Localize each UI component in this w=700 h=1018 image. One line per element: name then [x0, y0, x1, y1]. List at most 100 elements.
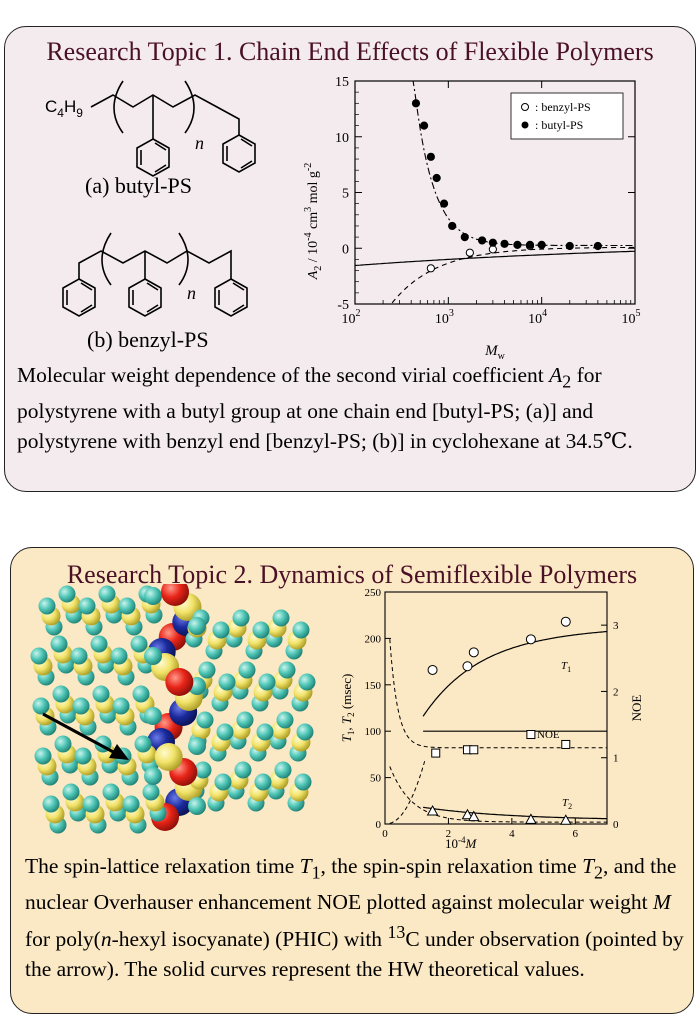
hydrogen-atom: [214, 773, 232, 791]
hydrogen-atom: [42, 795, 60, 813]
hydrogen-atom: [110, 647, 128, 665]
hydrogen-atom: [78, 597, 96, 615]
chart2-y-tick-label: 100: [365, 726, 382, 738]
hydrogen-atom: [74, 747, 92, 765]
benzyl-ps-point: [426, 264, 435, 273]
benzyl-ps-point: [488, 245, 497, 254]
hydrogen-atom: [34, 747, 52, 765]
benzyl-ps-label: (b) benzyl-PS: [87, 327, 209, 352]
hydrogen-atom: [232, 609, 250, 627]
hydrogen-atom: [142, 783, 160, 801]
hydrogen-atom: [92, 685, 110, 703]
legend-benzyl-label: : benzyl-PS: [535, 100, 591, 114]
butyl-ps-point: [426, 152, 435, 161]
chart2-y-tick-label: 250: [365, 587, 382, 599]
curve-label-t2: T2: [562, 797, 572, 811]
chart2-plot-area: [384, 591, 608, 825]
hydrogen-atom: [144, 707, 162, 725]
hydrogen-atom: [62, 783, 80, 801]
topic-2-caption: The spin-lattice relaxation time T1, the…: [25, 854, 684, 982]
t2-point: [525, 813, 537, 824]
butyl-ps-point: [420, 121, 429, 130]
hydrogen-atom: [298, 673, 316, 691]
chart2-y-tick-label: 0: [376, 819, 382, 831]
chart2-noe-dashed: [389, 639, 607, 749]
chart1-x-tick-label: 104: [528, 308, 547, 327]
relaxation-vs-m-chart: 0 2 4 6 0 50 100 150 200 250 0 1 2 3 T1, T2 (msec) NO…: [339, 587, 644, 851]
t2-point: [559, 814, 572, 825]
hydrogen-atom: [198, 661, 216, 679]
oxygen-atom: [165, 668, 194, 696]
butyl-ps-point: [500, 239, 509, 248]
noe-point: [431, 748, 441, 758]
hydrogen-atom: [82, 795, 100, 813]
chart2-y2-tick-label: 0: [613, 819, 619, 831]
chart1-y-tick-label: 5: [342, 187, 349, 202]
hydrogen-atom: [236, 711, 254, 729]
butyl-ps-point: [460, 233, 469, 242]
hydrogen-atom: [188, 737, 206, 755]
hydrogen-atom: [258, 673, 276, 691]
hydrogen-atom: [112, 697, 130, 715]
hydrogen-atom: [58, 585, 76, 603]
chart2-y2-tick-label: 2: [613, 686, 619, 698]
butyl-ps-point: [432, 173, 441, 183]
t1-point: [462, 661, 473, 672]
chart1-y-tick-label: 15: [335, 75, 349, 90]
oxygen-atom: [161, 584, 189, 606]
noe-point: [469, 745, 479, 755]
topic-1-caption: Molecular weight dependence of the secon…: [17, 363, 633, 454]
benzyl-ps-structure: n: [62, 232, 248, 317]
chart1-y-tick-label: 0: [342, 242, 349, 257]
topic-1-title: Research Topic 1. Chain End Effects of F…: [46, 37, 654, 66]
phic-molecular-model: [30, 584, 316, 834]
butyl-ps-point: [513, 240, 522, 250]
hydrogen-atom: [256, 723, 274, 741]
carbon-atom: [154, 743, 183, 771]
hydrogen-atom: [216, 723, 234, 741]
hydrogen-atom: [194, 761, 212, 779]
butyl-ps-point: [537, 240, 546, 250]
hydrogen-atom: [132, 685, 150, 703]
hydrogen-atom: [70, 647, 88, 665]
chart2-y-tick-label: 150: [365, 680, 382, 692]
chart2-t1-theory: [422, 630, 608, 717]
chart2-t1-dashed: [389, 761, 426, 824]
t2-point: [426, 804, 439, 816]
hydrogen-atom: [54, 735, 72, 753]
hydrogen-atom: [294, 773, 312, 791]
chart1-y-tick-label: -5: [337, 298, 349, 313]
hydrogen-atom: [234, 761, 252, 779]
hydrogen-atom: [218, 673, 236, 691]
hydrogen-atom: [122, 795, 140, 813]
hydrogen-atom: [52, 685, 70, 703]
chart1-y-tick-label: 10: [335, 131, 349, 146]
chart1-x-tick-label: 102: [342, 308, 361, 327]
curve-label-t1: T1: [561, 660, 571, 674]
repeat-unit-n: n: [195, 133, 204, 153]
butyl-ps-point: [411, 99, 421, 108]
chart2-y-tick-label: 200: [365, 633, 382, 645]
butyl-group-label: C4H9: [45, 97, 83, 120]
hydrogen-atom: [254, 773, 272, 791]
noe-point: [561, 739, 571, 749]
t1-point: [560, 616, 571, 627]
chart2-y2-axis-label: NOE: [629, 695, 644, 722]
chart1-y-axis-label: A2 / 10-4 cm3 mol g-2: [303, 163, 324, 281]
butyl-ps-label: (a) butyl-PS: [85, 173, 192, 198]
chart2-y2-tick-label: 1: [613, 753, 619, 765]
legend-filled-circle-marker: [521, 121, 529, 129]
pointer-arrow: [42, 712, 129, 760]
hydrogen-atom: [272, 609, 290, 627]
hydrogen-atom: [188, 797, 206, 815]
chart1-x-tick-label: 103: [435, 308, 454, 327]
legend-butyl-label: : butyl-PS: [535, 118, 583, 132]
hydrogen-atom: [102, 783, 120, 801]
hydrogen-atom: [72, 697, 90, 715]
chart2-t2-dashed: [389, 766, 607, 823]
hydrogen-atom: [90, 635, 108, 653]
butyl-ps-point: [448, 221, 457, 231]
chart1-theory-solid: [354, 250, 635, 267]
chart2-x-tick-label: 6: [573, 828, 579, 840]
chart1-x-tick-label: 105: [622, 308, 641, 327]
